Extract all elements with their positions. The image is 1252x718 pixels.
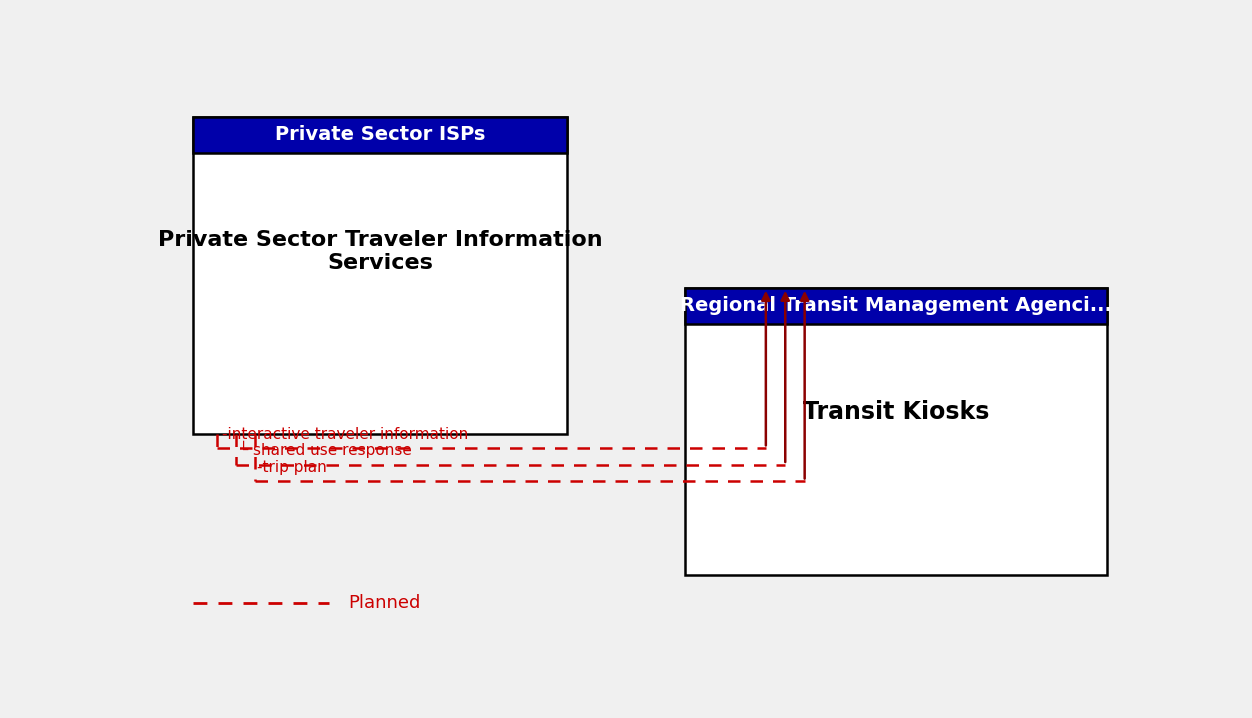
- Text: -trip plan: -trip plan: [258, 460, 327, 475]
- Text: Planned: Planned: [348, 594, 421, 612]
- Text: Transit Kiosks: Transit Kiosks: [804, 400, 989, 424]
- Bar: [193, 116, 567, 434]
- Text: └ shared use response: └ shared use response: [239, 441, 412, 458]
- Text: Private Sector ISPs: Private Sector ISPs: [275, 126, 486, 144]
- Bar: [685, 288, 1107, 575]
- Text: Regional Transit Management Agenci...: Regional Transit Management Agenci...: [680, 297, 1112, 315]
- Text: -interactive traveler information: -interactive traveler information: [222, 426, 468, 442]
- Text: Private Sector Traveler Information
Services: Private Sector Traveler Information Serv…: [158, 230, 602, 273]
- Bar: [685, 288, 1107, 324]
- Bar: [193, 116, 567, 153]
